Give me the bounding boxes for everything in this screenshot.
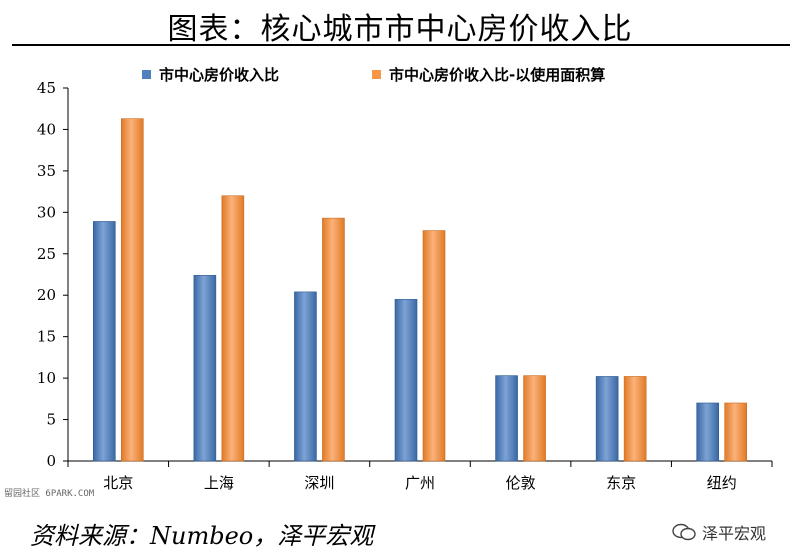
x-tick-label-3: 广州 xyxy=(405,474,435,492)
legend-item-series1: 市中心房价收入比 xyxy=(142,64,279,85)
bar-深圳-series1 xyxy=(294,291,317,462)
bar-北京-series2 xyxy=(120,118,144,462)
legend-label-series1: 市中心房价收入比 xyxy=(159,66,280,84)
bar-广州-series1 xyxy=(394,299,418,462)
bar-伦敦-series2 xyxy=(523,375,546,462)
bar-上海-series2 xyxy=(221,195,245,462)
y-tick-label-9: 45 xyxy=(37,79,56,97)
title-underline xyxy=(12,44,790,46)
x-tick-label-1: 上海 xyxy=(204,474,234,492)
chart-title: 图表：核心城市市中心房价收入比 xyxy=(167,12,633,47)
y-tick-label-0: 0 xyxy=(46,452,56,470)
bar-东京-series1 xyxy=(595,376,619,462)
bar-北京-series1 xyxy=(92,221,116,462)
watermark-right-label: 泽平宏观 xyxy=(702,524,767,543)
y-tick-label-3: 15 xyxy=(37,328,56,346)
x-tick-label-4: 伦敦 xyxy=(506,474,536,492)
y-tick-label-4: 20 xyxy=(37,286,56,304)
legend-swatch-series1 xyxy=(142,70,151,79)
bar-伦敦-series1 xyxy=(495,375,518,462)
watermark-left: 留园社区 6PARK.COM xyxy=(4,489,95,499)
x-tick-label-2: 深圳 xyxy=(304,474,334,492)
legend-label-series2: 市中心房价收入比-以使用面积算 xyxy=(389,66,606,84)
y-tick-label-8: 40 xyxy=(37,120,56,138)
x-tick-label-6: 纽约 xyxy=(707,474,737,492)
bar-东京-series2 xyxy=(623,376,647,462)
wechat-icon xyxy=(672,523,696,541)
legend-swatch-series2 xyxy=(372,70,381,79)
legend-item-series2: 市中心房价收入比-以使用面积算 xyxy=(372,64,605,85)
x-tick-label-0: 北京 xyxy=(103,474,133,492)
watermark-right: 泽平宏观 xyxy=(672,520,766,544)
bar-深圳-series2 xyxy=(322,217,345,462)
y-tick-label-2: 10 xyxy=(37,369,56,387)
bar-纽约-series2 xyxy=(724,402,748,462)
bar-纽约-series1 xyxy=(696,402,720,462)
y-tick-label-7: 35 xyxy=(37,162,56,180)
bar-上海-series1 xyxy=(193,275,217,462)
y-tick-label-6: 30 xyxy=(37,203,56,221)
y-tick-label-5: 25 xyxy=(37,245,56,263)
x-tick-label-5: 东京 xyxy=(606,474,636,492)
y-tick-label-1: 5 xyxy=(46,411,56,429)
bar-广州-series2 xyxy=(422,230,446,462)
source-note: 资料来源：Numbeo，泽平宏观 xyxy=(30,522,374,550)
